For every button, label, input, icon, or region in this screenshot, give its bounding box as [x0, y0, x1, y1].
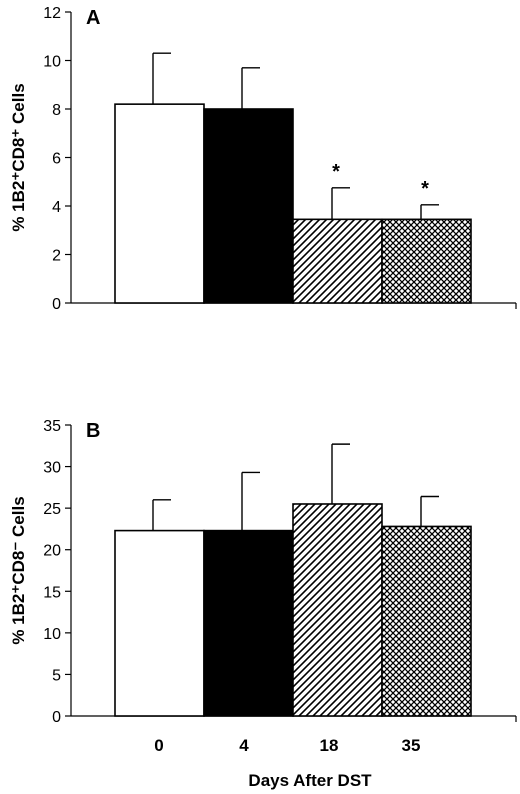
y-tick-label: 12 [43, 5, 61, 22]
panel-label: B [86, 420, 100, 442]
panel-label: A [86, 7, 100, 29]
y-tick-label: 10 [43, 54, 61, 71]
bar-35 [381, 218, 472, 304]
y-tick-label: 8 [52, 102, 61, 119]
y-tick-label: 35 [43, 418, 61, 435]
y-tick-label: 25 [43, 501, 61, 518]
y-tick-label: 4 [52, 199, 61, 216]
panel-b-chart: 0 5 10 15 20 25 30 35 B % 1B2⁺CD8⁻ Cells 0 4 18 35 [9, 418, 517, 755]
x-category-label: 0 [154, 736, 163, 755]
x-axis-title-group: Days After DST [248, 771, 372, 790]
y-tick-label: 0 [52, 709, 61, 726]
bar-0 [114, 103, 205, 304]
bar-35 [381, 525, 472, 717]
bar-4 [203, 108, 294, 304]
y-tick-label: 20 [43, 543, 61, 560]
bar-4 [203, 529, 294, 717]
panel-a-chart: 0 2 4 6 8 10 12 * * A % 1B2⁺CD8⁺ Cells [9, 5, 517, 313]
x-category-label: 18 [320, 736, 339, 755]
x-axis-title: Days After DST [248, 771, 372, 790]
significance-marker: * [421, 178, 429, 200]
bar-0 [114, 529, 205, 717]
y-tick-label: 6 [52, 151, 61, 168]
y-axis-title: % 1B2⁺CD8⁺ Cells [9, 83, 28, 231]
y-tick-label: 15 [43, 584, 61, 601]
y-axis-title: % 1B2⁺CD8⁻ Cells [9, 496, 28, 644]
y-tick-label: 2 [52, 248, 61, 265]
y-tick-label: 0 [52, 296, 61, 313]
x-category-label: 35 [402, 736, 421, 755]
bar-18 [292, 503, 383, 717]
bar-18 [292, 218, 383, 304]
x-category-label: 4 [239, 736, 249, 755]
y-tick-label: 5 [52, 667, 61, 684]
significance-marker: * [332, 161, 340, 183]
y-tick-label: 30 [43, 460, 61, 477]
y-tick-label: 10 [43, 626, 61, 643]
